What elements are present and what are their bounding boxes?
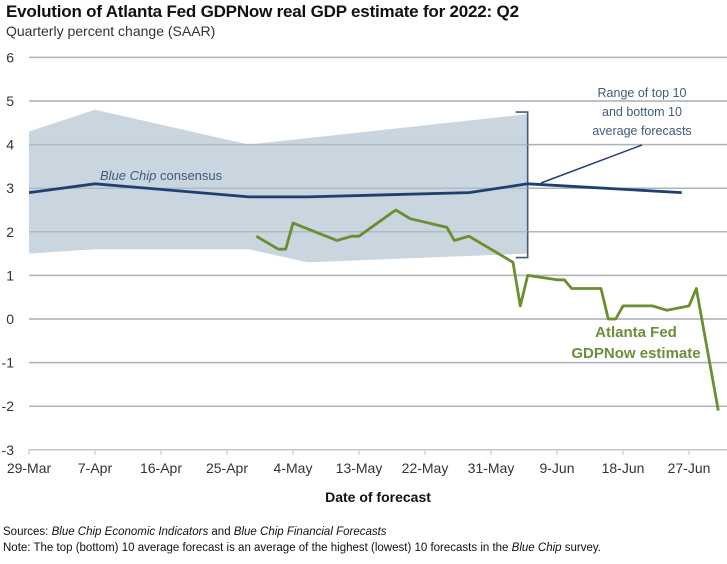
series-lines <box>28 182 720 411</box>
y-tick-label: 2 <box>6 224 14 240</box>
note-italic: Blue Chip <box>511 542 562 554</box>
x-axis: 29-Mar 7-Apr 16-Apr 25-Apr 4-May 13-May 22-May… <box>7 449 727 476</box>
sources-bcei: Blue Chip Economic Indicators <box>51 526 209 538</box>
chart-subtitle: Quarterly percent change (SAAR) <box>6 23 216 39</box>
x-tick-label: 7-Apr <box>78 460 113 476</box>
y-axis-ticks: 6 5 4 3 2 1 0 -1 -2 -3 <box>2 49 15 457</box>
x-tick-label: 18-Jun <box>602 460 645 476</box>
label-italic: Blue Chip <box>100 168 160 183</box>
note-label: Note: <box>3 542 31 554</box>
x-tick-label: 16-Apr <box>140 460 182 476</box>
y-tick-label: 0 <box>6 311 14 327</box>
y-tick-label: 4 <box>6 137 14 153</box>
sources-and: and <box>211 526 231 538</box>
x-tick-label: 25-Apr <box>206 460 248 476</box>
range-label-line: average forecasts <box>592 124 691 138</box>
range-label-line: Range of top 10 <box>598 86 687 100</box>
y-tick-label: 3 <box>6 180 14 196</box>
x-tick-label: 29-Mar <box>7 460 52 476</box>
x-tick-label: 27-Jun <box>668 460 711 476</box>
note-end: survey. <box>564 542 601 554</box>
gdpnow-label-line: GDPNow estimate <box>571 345 700 362</box>
x-tick-label: 22-May <box>402 460 449 476</box>
blue-chip-consensus-line <box>28 182 682 199</box>
atlanta-fed-gdpnow-estimate-line <box>255 208 720 411</box>
label-text: consensus <box>160 168 223 183</box>
y-tick-label: 1 <box>6 267 14 283</box>
range-leader-line <box>540 144 643 184</box>
annotations: Blue Chip consensus Range of top 10 and bo… <box>100 86 701 362</box>
y-tick-label: 6 <box>6 49 14 65</box>
range-band-area <box>29 109 528 263</box>
sources-bcff: Blue Chip Financial Forecasts <box>233 526 387 538</box>
chart-title: Evolution of Atlanta Fed GDPNow real GDP… <box>6 2 519 21</box>
x-tick-label: 4-May <box>274 460 313 476</box>
sources-label: Sources: <box>3 526 49 538</box>
sources-line: Sources: Blue Chip Economic Indicators a… <box>3 526 387 538</box>
blue-chip-consensus-label: Blue Chip consensus <box>100 168 223 183</box>
y-tick-label: -2 <box>2 398 15 414</box>
note-text: The top (bottom) 10 average forecast is … <box>33 542 509 554</box>
chart-canvas: 6 5 4 3 2 1 0 -1 -2 -3 29-Mar 7-Apr 16-Apr 25-Apr 4-M… <box>2 49 727 505</box>
x-tick-label: 31-May <box>468 460 515 476</box>
range-label-line: and bottom 10 <box>602 105 682 119</box>
gdpnow-label-line: Atlanta Fed <box>595 324 677 341</box>
x-tick-label: 13-May <box>336 460 383 476</box>
note-line: Note: The top (bottom) 10 average foreca… <box>3 542 601 554</box>
y-tick-label: -1 <box>2 355 15 371</box>
x-axis-title: Date of forecast <box>325 489 431 505</box>
y-tick-label: 5 <box>6 93 14 109</box>
x-tick-label: 9-Jun <box>539 460 574 476</box>
y-tick-label: -3 <box>2 442 15 458</box>
